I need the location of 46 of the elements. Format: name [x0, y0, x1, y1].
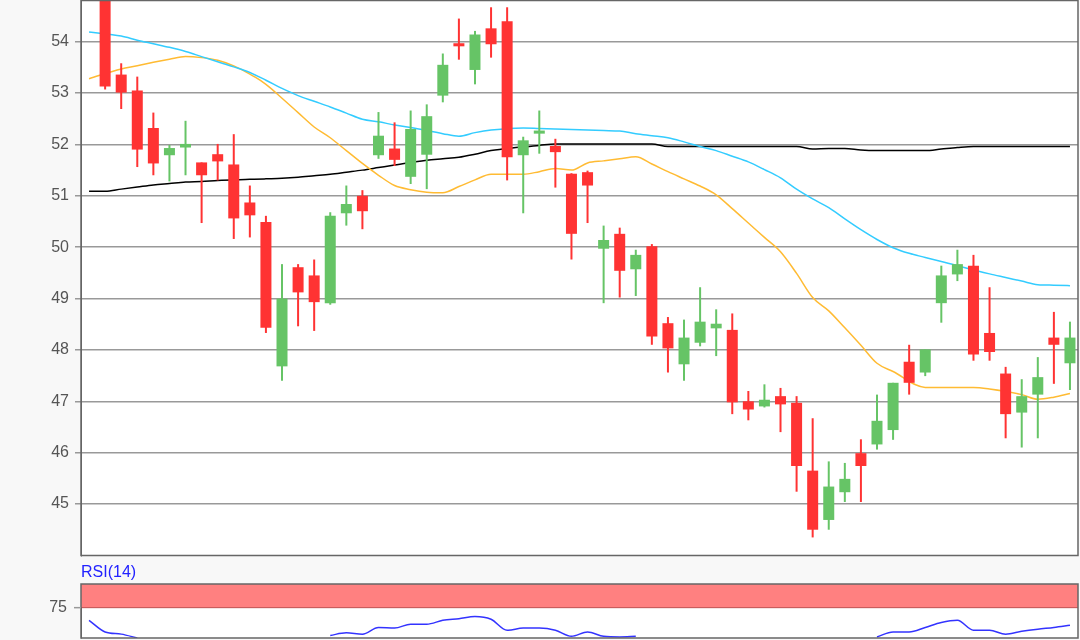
candlestick [549, 137, 561, 189]
candlestick [871, 393, 883, 451]
y-tick-label: 54 [51, 32, 70, 50]
y-tick-label: 48 [51, 340, 70, 358]
candlestick [372, 111, 384, 160]
candlestick [533, 109, 545, 155]
candlestick [196, 161, 208, 225]
candlestick [1032, 356, 1044, 440]
candlestick [694, 286, 706, 348]
candlestick [453, 17, 465, 61]
line-series [88, 143, 1071, 192]
y-tick-label: 46 [51, 443, 70, 461]
candlestick [855, 438, 867, 503]
y-tick-label: 49 [51, 288, 70, 306]
candlestick [775, 386, 787, 434]
y-tick-label: 45 [51, 494, 70, 512]
y-tick-label: 50 [51, 237, 70, 255]
candlestick [485, 6, 497, 59]
y-tick-label: 51 [51, 186, 70, 204]
candlestick [1048, 310, 1060, 385]
y-tick-label: 52 [51, 134, 70, 152]
candlestick [598, 224, 610, 305]
candlestick [212, 142, 224, 182]
candlestick [758, 383, 770, 409]
candlestick [115, 62, 127, 110]
candlestick [517, 135, 529, 215]
candlestick [742, 390, 754, 422]
candlestick [630, 248, 642, 297]
candlestick [244, 184, 256, 239]
candlestick [951, 248, 963, 283]
candlestick [839, 461, 851, 503]
candlestick [582, 169, 594, 225]
candlestick [984, 286, 996, 362]
text: 75 [49, 598, 68, 616]
candlestick [180, 119, 192, 177]
chart-title: RSI(14) [81, 562, 137, 582]
line-series [88, 31, 1071, 287]
candlestick [389, 121, 401, 168]
candlestick [1016, 378, 1028, 449]
candlestick [163, 143, 175, 183]
y-tick-label: 47 [51, 391, 70, 409]
candlestick [340, 184, 352, 227]
candlestick [919, 348, 931, 378]
candlestick [356, 189, 368, 231]
candlestick [903, 343, 915, 396]
y-tick-label: 53 [51, 83, 70, 101]
